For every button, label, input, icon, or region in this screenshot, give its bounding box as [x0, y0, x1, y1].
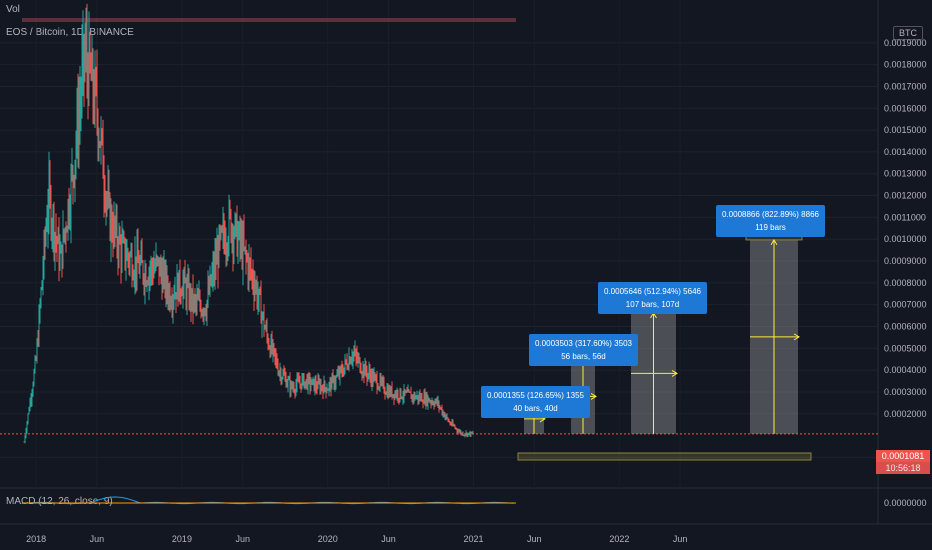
time-tick-label: 2022: [609, 534, 629, 544]
symbol-label[interactable]: EOS / Bitcoin, 1D, BINANCE: [6, 27, 134, 38]
price-tick-label: 0.0002000: [884, 409, 927, 419]
price-tick-label: 0.0014000: [884, 147, 927, 157]
arrow-head: [770, 238, 778, 246]
price-tick-label: 0.0018000: [884, 60, 927, 70]
time-tick-label: Jun: [673, 534, 688, 544]
price-tick-label: 0.0009000: [884, 256, 927, 266]
price-tick-label: 0.0010000: [884, 234, 927, 244]
arrow-head: [793, 333, 800, 341]
price-tick-label: 0.0004000: [884, 365, 927, 375]
price-tick-label: 0.0012000: [884, 191, 927, 201]
countdown-badge: 10:56:18: [876, 462, 930, 474]
time-tick-label: 2020: [318, 534, 338, 544]
measure-label-4: 0.0008866 (822.89%) 8866 119 bars: [716, 205, 825, 237]
time-tick-label: 2021: [464, 534, 484, 544]
price-tick-label: 0.0007000: [884, 300, 927, 310]
time-tick-label: Jun: [235, 534, 250, 544]
price-tick-label: 0.0017000: [884, 81, 927, 91]
base-zone: [517, 452, 812, 461]
time-tick-label: Jun: [527, 534, 542, 544]
price-tick-label: 0.0003000: [884, 387, 927, 397]
price-tick-label: 0.0005000: [884, 343, 927, 353]
price-tick-label: 0.0008000: [884, 278, 927, 288]
macd-tick-label: 0.0000000: [884, 498, 927, 508]
price-tick-label: 0.0019000: [884, 38, 927, 48]
price-tick-label: 0.0016000: [884, 103, 927, 113]
time-tick-label: 2018: [26, 534, 46, 544]
arrow-head: [671, 369, 678, 377]
time-tick-label: Jun: [381, 534, 396, 544]
measure-label-2: 0.0003503 (317.60%) 3503 56 bars, 56d: [529, 334, 638, 366]
time-tick-label: Jun: [90, 534, 105, 544]
currency-badge[interactable]: BTC: [893, 26, 923, 40]
price-tick-label: 0.0011000: [884, 212, 926, 222]
volume-label: Vol: [6, 4, 20, 15]
measure-label-3: 0.0005646 (512.94%) 5646 107 bars, 107d: [598, 282, 707, 314]
macd-label[interactable]: MACD (12, 26, close, 9): [6, 496, 113, 507]
volume-bars: [22, 18, 516, 22]
price-tick-label: 0.0013000: [884, 169, 927, 179]
time-tick-label: 2019: [172, 534, 192, 544]
price-tick-label: 0.0015000: [884, 125, 927, 135]
price-tick-label: 0.0006000: [884, 321, 927, 331]
arrow-head: [590, 392, 597, 400]
measure-label-1: 0.0001355 (126.65%) 1355 40 bars, 40d: [481, 386, 590, 418]
last-price-badge: 0.0001081: [876, 450, 930, 462]
